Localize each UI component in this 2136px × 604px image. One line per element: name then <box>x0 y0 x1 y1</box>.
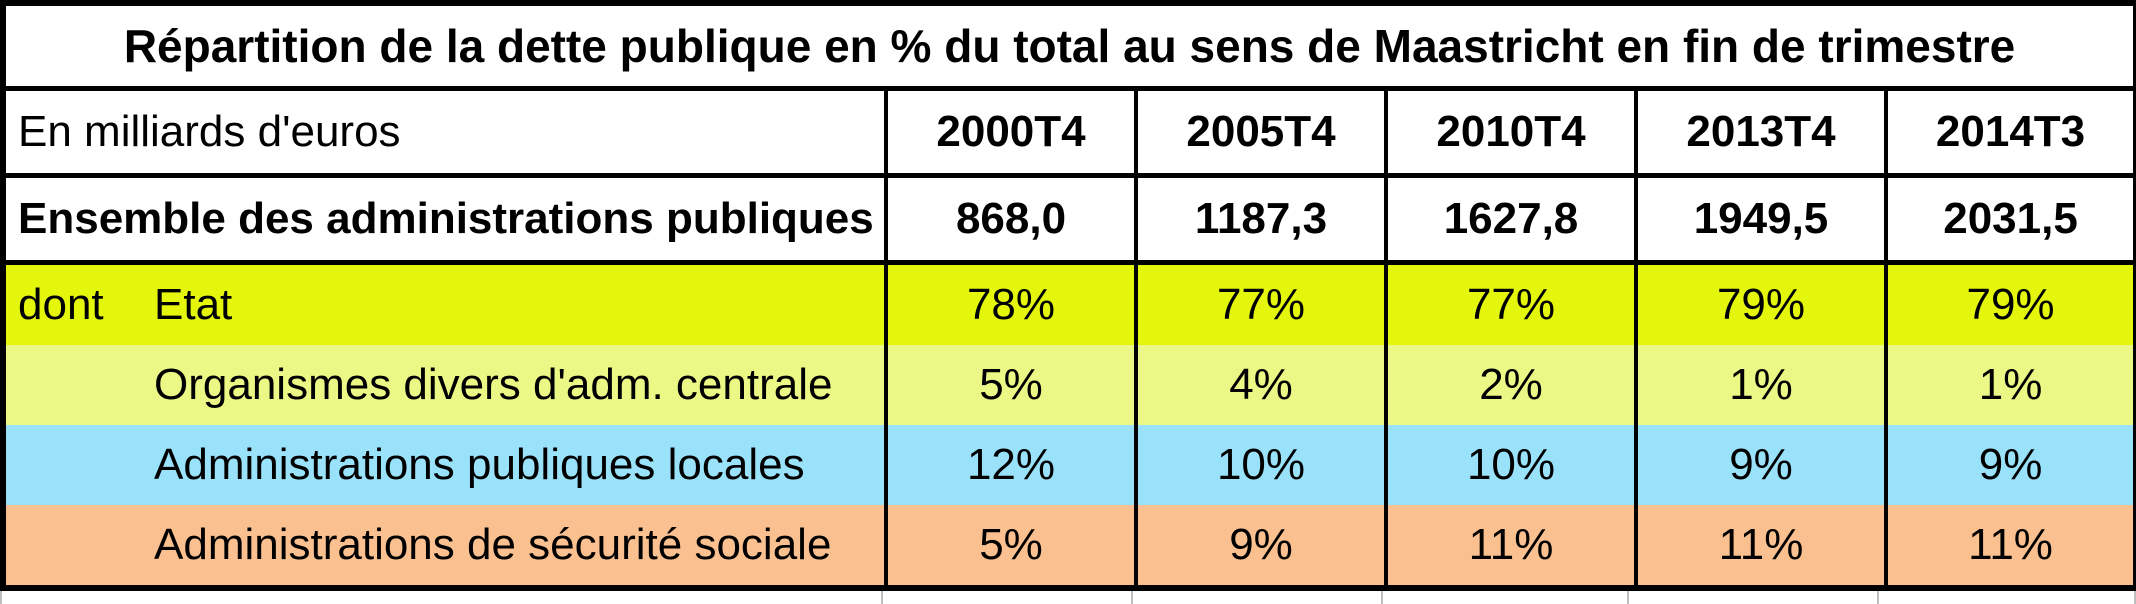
breakdown-row-etat: dont Etat 78% 77% 77% 79% 79% <box>3 262 2136 346</box>
row-label-cell: dont Etat <box>3 263 886 346</box>
column-header-2000t4: 2000T4 <box>884 88 1136 178</box>
value-cell: 4% <box>1134 345 1386 425</box>
value-cell: 5% <box>884 345 1136 425</box>
row-label: Administrations de sécurité sociale <box>154 519 832 569</box>
debt-table: Répartition de la dette publique en % du… <box>0 0 2136 591</box>
total-value-cell: 1187,3 <box>1134 175 1386 265</box>
column-header-2005t4: 2005T4 <box>1134 88 1386 178</box>
value-cell: 9% <box>1634 425 1886 505</box>
breakdown-row-odac: Organismes divers d'adm. centrale 5% 4% … <box>3 345 2136 425</box>
breakdown-row-asso: Administrations de sécurité sociale 5% 9… <box>3 505 2136 588</box>
value-cell: 10% <box>1134 425 1386 505</box>
gridline-cell <box>883 591 1133 604</box>
value-cell: 10% <box>1384 425 1636 505</box>
total-value-cell: 868,0 <box>884 175 1136 265</box>
value-cell: 12% <box>884 425 1136 505</box>
value-cell: 1% <box>1634 345 1886 425</box>
column-header-2013t4: 2013T4 <box>1634 88 1886 178</box>
gridline-cell <box>1383 591 1629 604</box>
total-row: Ensemble des administrations publiques 8… <box>3 175 2136 265</box>
row-label: Organismes divers d'adm. centrale <box>154 359 833 409</box>
value-cell: 77% <box>1384 262 1636 345</box>
value-cell: 5% <box>884 505 1136 588</box>
unit-label-cell: En milliards d'euros <box>3 88 886 178</box>
table-title: Répartition de la dette publique en % du… <box>3 3 2136 91</box>
gridline-cell <box>1629 591 1879 604</box>
dont-label: dont <box>18 279 104 329</box>
total-value-cell: 2031,5 <box>1883 175 2136 265</box>
value-cell: 77% <box>1134 262 1386 345</box>
gridline-cell <box>0 591 883 604</box>
gridline-cell <box>1133 591 1383 604</box>
column-header-row: En milliards d'euros 2000T4 2005T4 2010T… <box>3 88 2136 178</box>
column-header-2010t4: 2010T4 <box>1384 88 1636 178</box>
row-label: Administrations publiques locales <box>154 439 805 489</box>
title-row: Répartition de la dette publique en % du… <box>3 3 2136 91</box>
value-cell: 79% <box>1634 262 1886 345</box>
value-cell: 1% <box>1883 345 2136 425</box>
row-label: Etat <box>154 279 233 329</box>
value-cell: 11% <box>1384 505 1636 588</box>
next-row-gridline-sliver <box>0 591 2136 604</box>
value-cell: 78% <box>884 262 1136 345</box>
value-cell: 9% <box>1883 425 2136 505</box>
breakdown-row-apul: Administrations publiques locales 12% 10… <box>3 425 2136 505</box>
column-header-2014t3: 2014T3 <box>1883 88 2136 178</box>
value-cell: 9% <box>1134 505 1386 588</box>
total-row-label: Ensemble des administrations publiques <box>3 175 886 265</box>
value-cell: 2% <box>1384 345 1636 425</box>
total-value-cell: 1949,5 <box>1634 175 1886 265</box>
gridline-cell <box>1879 591 2136 604</box>
total-value-cell: 1627,8 <box>1384 175 1636 265</box>
value-cell: 11% <box>1634 505 1886 588</box>
value-cell: 11% <box>1883 505 2136 588</box>
value-cell: 79% <box>1883 262 2136 345</box>
